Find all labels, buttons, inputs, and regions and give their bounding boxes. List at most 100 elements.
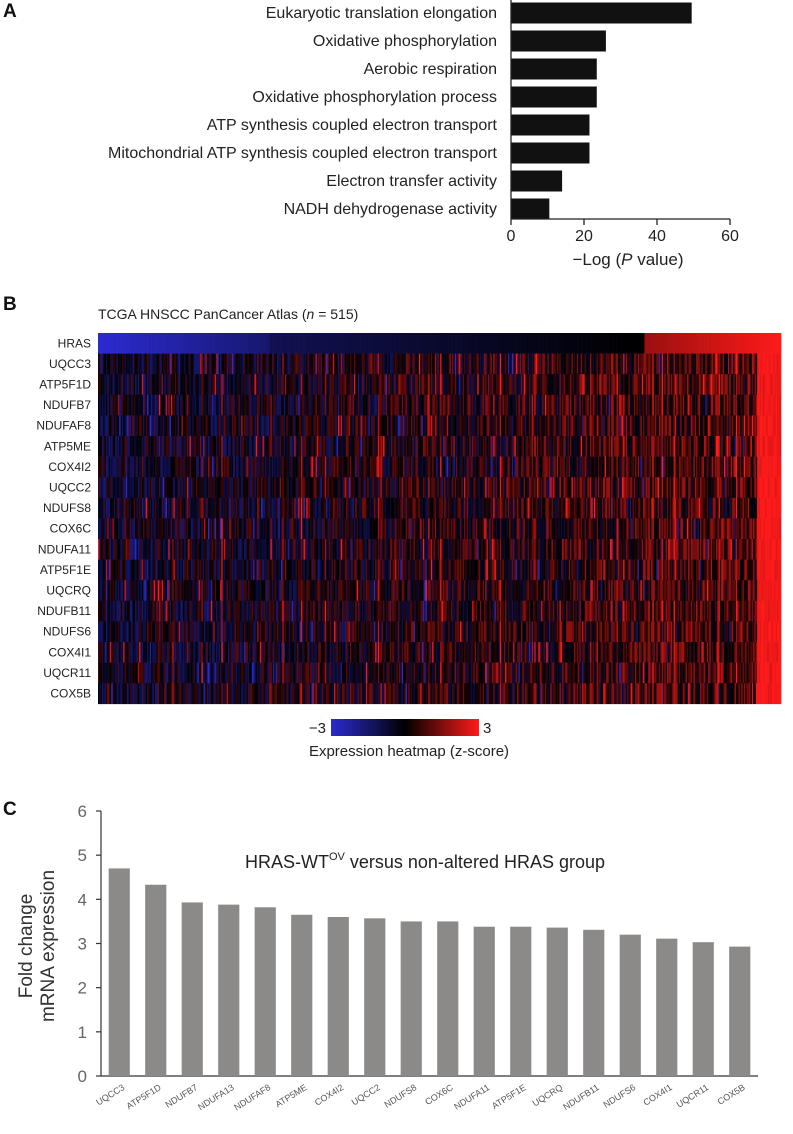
heatmap-cell [320, 436, 323, 457]
heatmap-cell [603, 353, 605, 375]
heatmap-cell [649, 374, 652, 396]
heatmap-cell [397, 333, 400, 354]
heatmap-cell [303, 374, 306, 396]
heatmap-cell [212, 394, 214, 416]
heatmap-cell [673, 333, 676, 354]
heatmap-cell [147, 436, 149, 457]
heatmap-cell [421, 436, 424, 457]
heatmap-cell [778, 477, 781, 499]
heatmap-cell [450, 497, 453, 519]
heatmap-cell [230, 518, 233, 540]
heatmap-cell [692, 436, 694, 457]
heatmap-cell [594, 374, 596, 396]
heatmap-cell [324, 518, 327, 540]
heatmap-cell [757, 374, 759, 396]
heatmap-cell [514, 374, 517, 396]
heatmap-cell [425, 456, 428, 478]
heatmap-cell [335, 477, 338, 499]
heatmap-cell [625, 333, 628, 354]
heatmap-cell [212, 436, 214, 457]
heatmap-cell [373, 518, 376, 540]
heatmap-cell [757, 477, 759, 499]
heatmap-cell [291, 415, 294, 437]
heatmap-cell [669, 353, 672, 375]
heatmap-cell [246, 497, 249, 519]
heatmap-cell [426, 374, 429, 396]
heatmap-cell [678, 497, 681, 519]
heatmap-cell [777, 497, 779, 519]
heatmap-cell [261, 497, 263, 519]
heatmap-cell [152, 518, 155, 540]
heatmap-cell [143, 436, 145, 457]
heatmap-cell [376, 415, 379, 437]
heatmap-cell [465, 415, 468, 437]
heatmap-cell [204, 518, 206, 540]
heatmap-cell [640, 436, 643, 457]
heatmap-cell [161, 436, 164, 457]
heatmap-cell [182, 415, 185, 437]
heatmap-cell [182, 497, 185, 519]
heatmap-cell [690, 456, 693, 478]
heatmap-cell [190, 456, 193, 478]
heatmap-cell [360, 415, 363, 437]
heatmap-cell [474, 497, 477, 519]
heatmap-cell [197, 456, 200, 478]
heatmap-cell [767, 415, 770, 437]
heatmap-cell [751, 436, 754, 457]
heatmap-cell [375, 394, 377, 416]
heatmap-cell [414, 374, 417, 396]
heatmap-cell [745, 353, 747, 375]
heatmap-cell [559, 497, 562, 519]
heatmap-cell [338, 497, 340, 519]
heatmap-cell [440, 477, 442, 499]
heatmap-cell [753, 456, 755, 478]
heatmap-cell [145, 518, 148, 540]
heatmap-cell [499, 477, 502, 499]
heatmap-cell [141, 436, 144, 457]
heatmap-cell [533, 374, 535, 396]
heatmap-cell [465, 374, 468, 396]
heatmap-cell [165, 497, 168, 519]
heatmap-cell [299, 353, 302, 375]
heatmap-cell [352, 436, 355, 457]
heatmap-cell [518, 394, 521, 416]
heatmap-cell [385, 477, 388, 499]
heatmap-cell [436, 456, 438, 478]
heatmap-cell [239, 477, 242, 499]
heatmap-cell [108, 353, 111, 375]
heatmap-cell [658, 374, 661, 396]
heatmap-cell [295, 374, 298, 396]
heatmap-cell [200, 394, 202, 416]
heatmap-cell [258, 477, 261, 499]
heatmap-cell [546, 456, 548, 478]
heatmap-cell [437, 436, 440, 457]
heatmap-cell [485, 333, 487, 354]
heatmap-cell [210, 394, 213, 416]
heatmap-cell [562, 436, 564, 457]
heatmap-cell [632, 477, 635, 499]
heatmap-cell [662, 353, 665, 375]
heatmap-cell [672, 374, 674, 396]
heatmap-cell [526, 415, 529, 437]
heatmap-cell [493, 497, 495, 519]
heatmap-cell [376, 456, 379, 478]
heatmap-cell [220, 333, 222, 354]
heatmap-cell [189, 518, 192, 540]
heatmap-cell [747, 333, 750, 354]
heatmap-cell [689, 415, 692, 437]
heatmap-cell [710, 436, 713, 457]
heatmap-cell [689, 456, 692, 478]
heatmap-cell [189, 333, 192, 354]
heatmap-cell [567, 436, 570, 457]
heatmap-cell [385, 436, 388, 457]
heatmap-cell [346, 374, 348, 396]
heatmap-cell [359, 333, 361, 354]
heatmap-cell [201, 436, 204, 457]
heatmap-cell [568, 477, 571, 499]
heatmap-cell [194, 518, 197, 540]
heatmap-cell [149, 394, 152, 416]
heatmap-cell [546, 477, 548, 499]
heatmap-cell [755, 456, 758, 478]
heatmap-cell [730, 477, 733, 499]
heatmap-cell [151, 374, 153, 396]
